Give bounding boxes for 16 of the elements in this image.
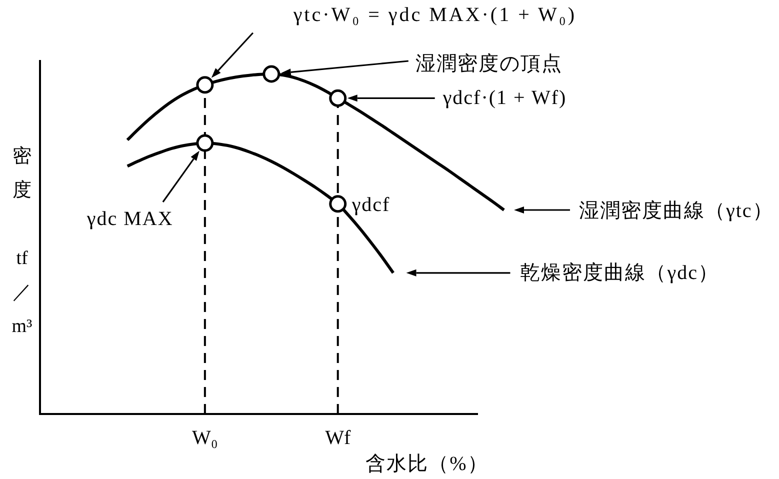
point bbox=[196, 134, 214, 152]
x-axis-title: 含水比（%） bbox=[366, 453, 488, 475]
x-tick-label: Wf bbox=[325, 427, 351, 449]
annotation: 湿潤密度の頂点 bbox=[415, 53, 562, 75]
annotation: γdcf bbox=[350, 194, 390, 216]
x-tick-label: W₀ bbox=[192, 427, 218, 449]
point bbox=[329, 195, 347, 213]
text: γtc·W₀ = γdc MAX·(1 + W₀) bbox=[292, 4, 577, 26]
annotation: γdc MAX bbox=[86, 208, 174, 230]
legend-label: 乾燥密度曲線（γdc） bbox=[520, 262, 719, 284]
text: 密度tf／m³ bbox=[12, 146, 32, 337]
point bbox=[329, 89, 347, 107]
point bbox=[262, 65, 280, 83]
legend-label: 湿潤密度曲線（γtc） bbox=[579, 200, 774, 222]
annotation: γdcf·(1 + Wf) bbox=[442, 87, 567, 110]
point bbox=[196, 76, 214, 94]
